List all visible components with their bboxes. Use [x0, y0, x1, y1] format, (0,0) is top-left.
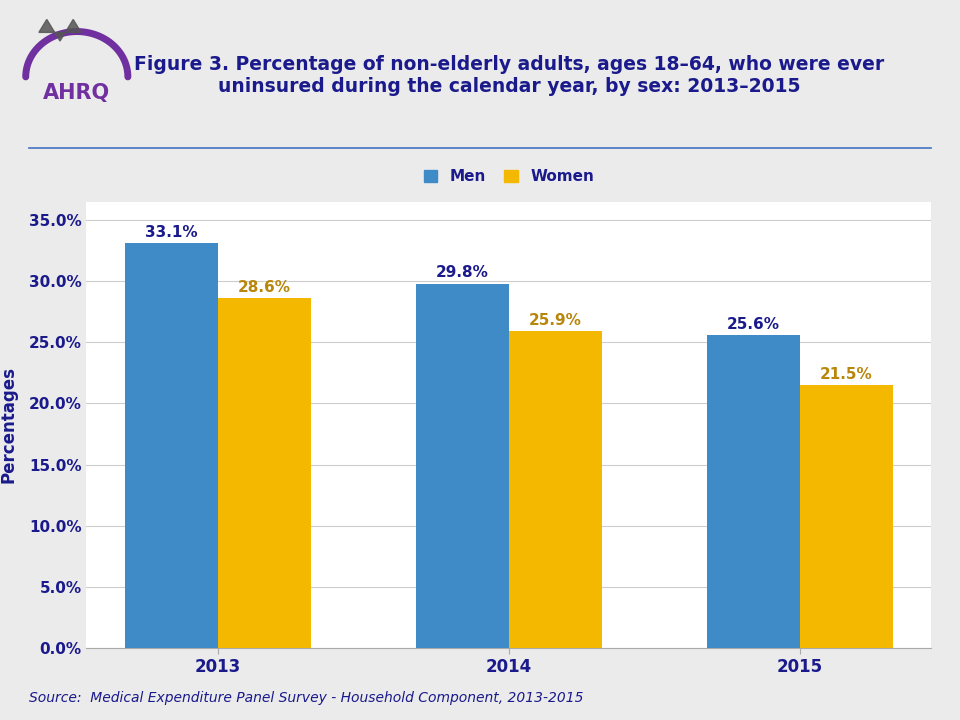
Polygon shape [38, 19, 81, 41]
Bar [509, 331, 602, 648]
Text: 21.5%: 21.5% [820, 367, 873, 382]
Text: 25.9%: 25.9% [529, 313, 582, 328]
Y-axis label: Percentages: Percentages [0, 366, 17, 483]
Bar [125, 243, 218, 648]
Text: 25.6%: 25.6% [727, 317, 780, 332]
Text: 33.1%: 33.1% [145, 225, 198, 240]
Text: Source:  Medical Expenditure Panel Survey - Household Component, 2013-2015: Source: Medical Expenditure Panel Survey… [29, 691, 584, 706]
Bar [416, 284, 509, 648]
Bar [218, 298, 311, 648]
Text: 29.8%: 29.8% [436, 266, 489, 281]
Bar [800, 385, 893, 648]
Text: AHRQ: AHRQ [43, 83, 110, 103]
Legend: Men, Women: Men, Women [419, 165, 599, 189]
Text: Figure 3. Percentage of non-elderly adults, ages 18–64, who were ever
uninsured : Figure 3. Percentage of non-elderly adul… [133, 55, 884, 96]
Text: 28.6%: 28.6% [238, 280, 291, 295]
Bar [707, 335, 800, 648]
